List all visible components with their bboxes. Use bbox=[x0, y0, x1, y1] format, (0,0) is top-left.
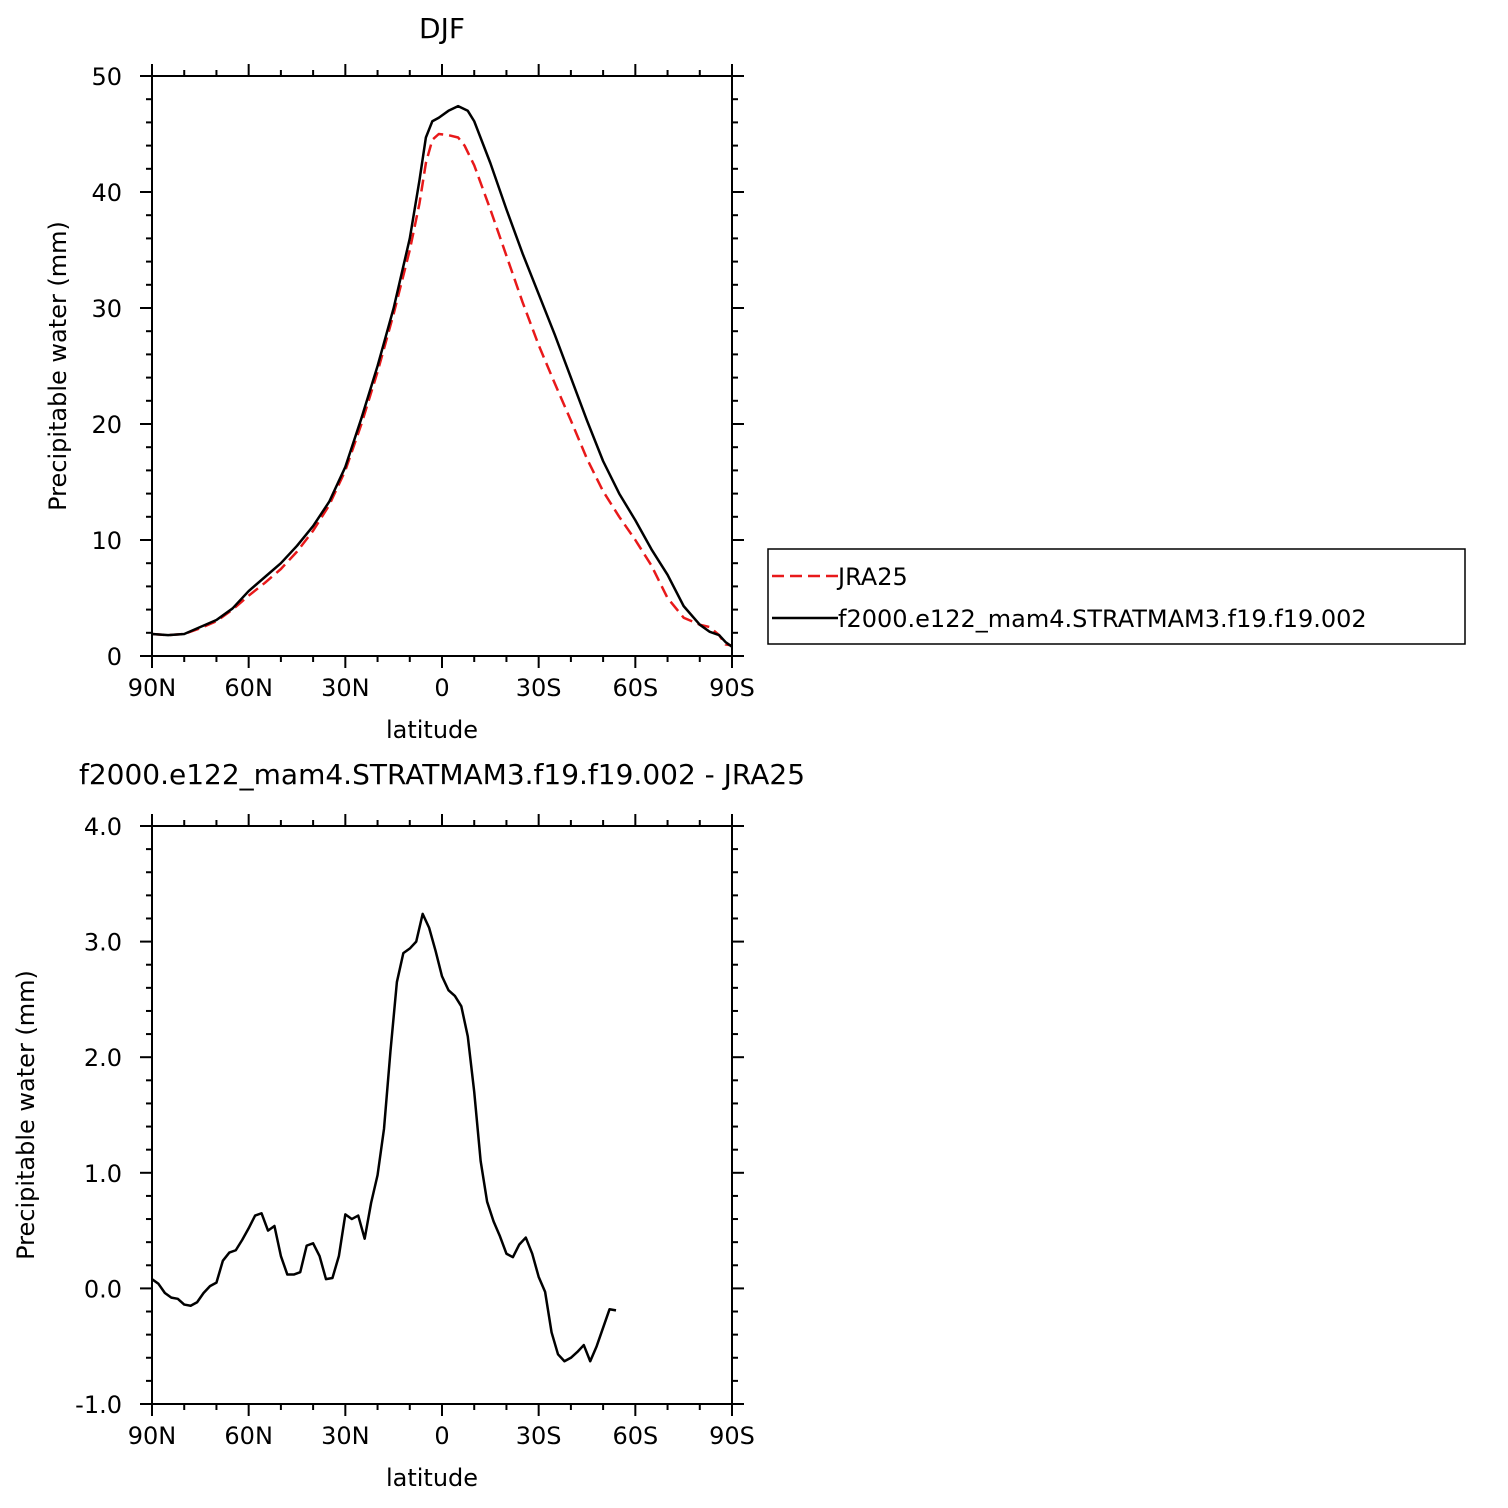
y-tick-label: 3.0 bbox=[84, 929, 122, 957]
series-line-2-1 bbox=[152, 912, 617, 1363]
legend-entry-label: f2000.e122_mam4.STRATMAM3.f19.f19.002 bbox=[838, 605, 1367, 633]
x-tick-label: 90N bbox=[128, 674, 177, 702]
legend-box bbox=[767, 548, 1466, 645]
y-tick-label: 20 bbox=[91, 411, 122, 439]
x-tick-label: 30N bbox=[321, 674, 370, 702]
x-tick-label: 60N bbox=[224, 1422, 273, 1450]
y-tick-label: -1.0 bbox=[75, 1391, 122, 1419]
y-tick-label: 30 bbox=[91, 295, 122, 323]
y-tick-label: 50 bbox=[91, 63, 122, 91]
series-line-1-1 bbox=[152, 132, 732, 647]
x-tick-label: 90S bbox=[709, 1422, 755, 1450]
x-tick-label: 30N bbox=[321, 1422, 370, 1450]
x-tick-label: 60N bbox=[224, 674, 273, 702]
x-tick-label: 0 bbox=[434, 674, 449, 702]
plot-title: DJF bbox=[419, 12, 465, 45]
x-axis-title: latitude bbox=[386, 1464, 478, 1492]
x-tick-label: 30S bbox=[516, 1422, 562, 1450]
top-panel-djf: 90N 60N 30N 0 30S 60S 90S 0 10 20 30 40 50 latitude Pr… bbox=[44, 12, 755, 744]
y-axis-title: Precipitable water (mm) bbox=[44, 221, 72, 511]
plot-frame bbox=[151, 75, 733, 657]
legend: JRA25 f2000.e122_mam4.STRATMAM3.f19.f19.0… bbox=[767, 548, 1466, 645]
plot-frame bbox=[151, 825, 733, 1405]
x-tick-label: 30S bbox=[516, 674, 562, 702]
bottom-panel-difference: 90N 60N 30N 0 30S 60S 90S -1.0 0.0 1.0 2.0 3.0 4.0 la… bbox=[12, 758, 805, 1492]
y-axis-title: Precipitable water (mm) bbox=[12, 970, 40, 1260]
x-tick-label: 60S bbox=[612, 674, 658, 702]
y-tick-label: 1.0 bbox=[84, 1160, 122, 1188]
plot-title: f2000.e122_mam4.STRATMAM3.f19.f19.002 - … bbox=[79, 758, 805, 791]
y-tick-label: 40 bbox=[91, 179, 122, 207]
x-axis-title: latitude bbox=[386, 716, 478, 744]
legend-entry-label: JRA25 bbox=[836, 563, 908, 591]
x-tick-label: 0 bbox=[434, 1422, 449, 1450]
x-tick-label: 60S bbox=[612, 1422, 658, 1450]
y-tick-label: 2.0 bbox=[84, 1044, 122, 1072]
y-tick-label: 10 bbox=[91, 527, 122, 555]
y-tick-label: 4.0 bbox=[84, 813, 122, 841]
y-tick-label: 0.0 bbox=[84, 1275, 122, 1303]
x-tick-label: 90S bbox=[709, 674, 755, 702]
x-tick-label: 90N bbox=[128, 1422, 177, 1450]
y-tick-label: 0 bbox=[107, 643, 122, 671]
series-line-1-2 bbox=[152, 104, 732, 648]
